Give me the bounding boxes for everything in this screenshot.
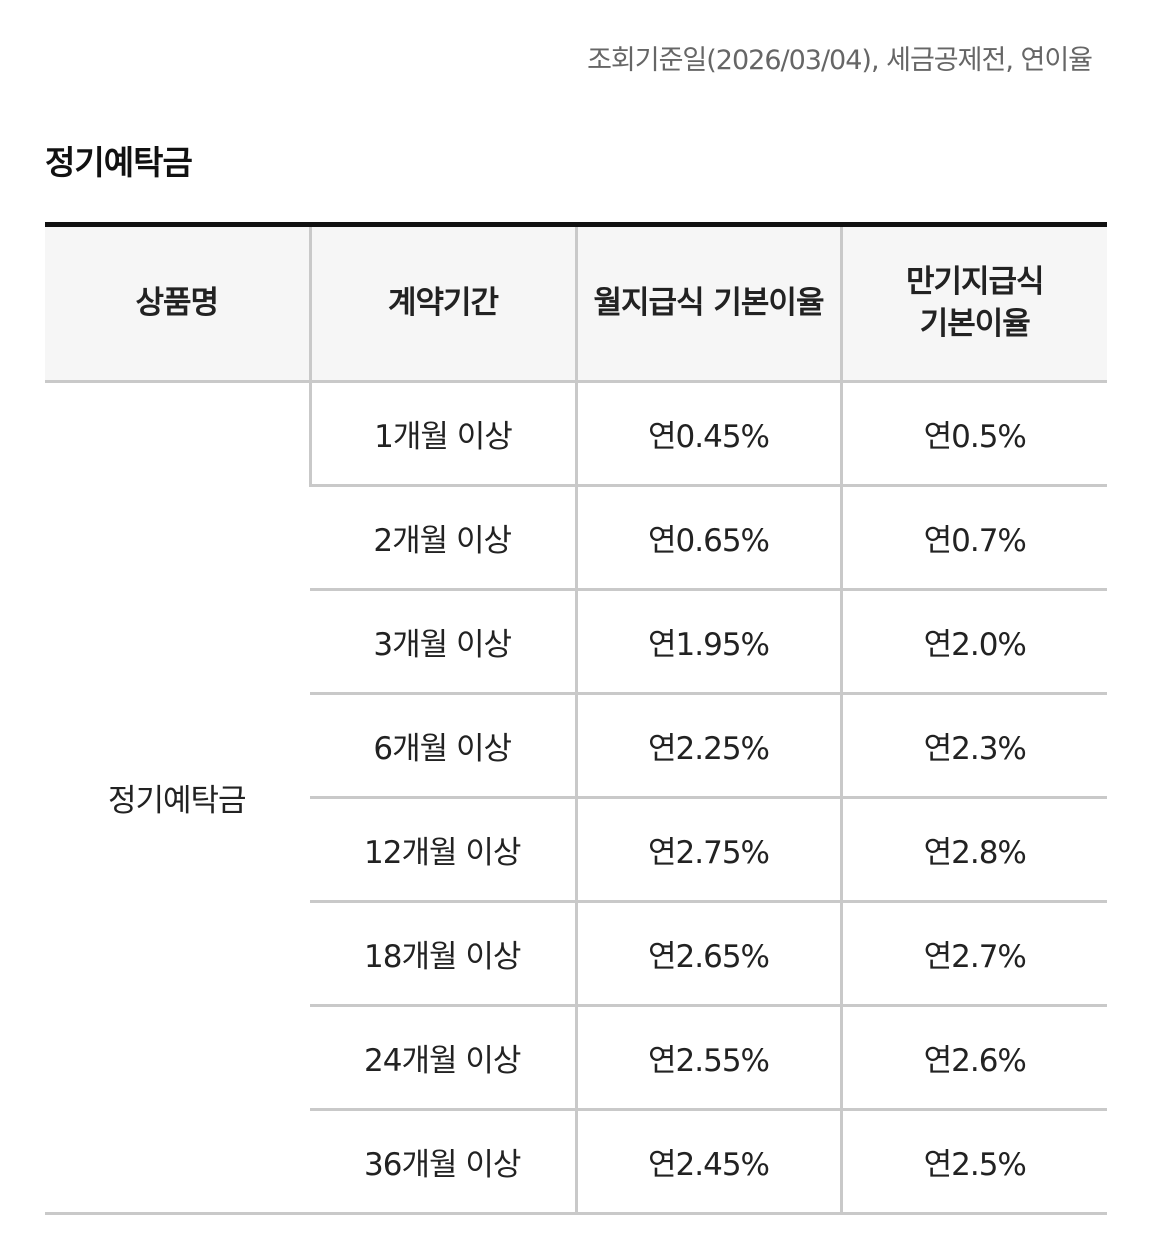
- maturity-rate-cell: 연0.5%: [839, 381, 1107, 487]
- maturity-rate-cell: 연2.5%: [839, 1109, 1107, 1215]
- section-title: 정기예탁금: [45, 143, 193, 182]
- monthly-rate-cell: 연2.75%: [574, 797, 841, 903]
- table-row: 2개월 이상 연0.65% 연0.7%: [45, 485, 1107, 591]
- monthly-rate-cell: 연1.95%: [574, 589, 841, 695]
- monthly-rate-cell: 연0.65%: [574, 485, 841, 591]
- table-header: 상품명 계약기간 월지급식 기본이율 만기지급식 기본이율: [45, 224, 1107, 383]
- maturity-rate-cell: 연2.6%: [839, 1005, 1107, 1111]
- column-header-monthly-rate: 월지급식 기본이율: [574, 224, 841, 383]
- table-row: 정기예탁금 1개월 이상 연0.45% 연0.5%: [45, 381, 1107, 1215]
- table-row: 18개월 이상 연2.65% 연2.7%: [45, 901, 1107, 1007]
- interest-rate-table: 상품명 계약기간 월지급식 기본이율 만기지급식 기본이율 정기예탁금 1개월 …: [45, 222, 1107, 1215]
- reference-date-note: 조회기준일(2026/03/04), 세금공제전, 연이율: [587, 45, 1093, 76]
- period-cell: 2개월 이상: [310, 485, 576, 591]
- table-row: 12개월 이상 연2.75% 연2.8%: [45, 797, 1107, 903]
- table-header-row: 상품명 계약기간 월지급식 기본이율 만기지급식 기본이율: [45, 224, 1107, 383]
- table-row: 24개월 이상 연2.55% 연2.6%: [45, 1005, 1107, 1111]
- maturity-rate-cell: 연0.7%: [839, 485, 1107, 591]
- maturity-rate-cell: 연2.8%: [839, 797, 1107, 903]
- column-header-maturity-rate: 만기지급식 기본이율: [839, 224, 1107, 383]
- column-header-period: 계약기간: [308, 224, 576, 383]
- period-cell: 24개월 이상: [310, 1005, 576, 1111]
- monthly-rate-cell: 연2.65%: [574, 901, 841, 1007]
- period-cell: 3개월 이상: [310, 589, 576, 695]
- table-row: 6개월 이상 연2.25% 연2.3%: [45, 693, 1107, 799]
- period-cell: 36개월 이상: [310, 1109, 576, 1215]
- period-cell: 12개월 이상: [310, 797, 576, 903]
- column-header-product: 상품명: [45, 224, 310, 383]
- period-cell: 18개월 이상: [310, 901, 576, 1007]
- table-row: 36개월 이상 연2.45% 연2.5%: [45, 1109, 1107, 1215]
- table-body: 정기예탁금 1개월 이상 연0.45% 연0.5% 2개월 이상 연0.65% …: [45, 381, 1107, 1215]
- maturity-rate-cell: 연2.0%: [839, 589, 1107, 695]
- period-cell: 6개월 이상: [310, 693, 576, 799]
- product-name-cell: 정기예탁금: [45, 381, 310, 1215]
- monthly-rate-cell: 연2.45%: [574, 1109, 841, 1215]
- maturity-rate-cell: 연2.7%: [839, 901, 1107, 1007]
- monthly-rate-cell: 연2.55%: [574, 1005, 841, 1111]
- maturity-rate-cell: 연2.3%: [839, 693, 1107, 799]
- table-row: 3개월 이상 연1.95% 연2.0%: [45, 589, 1107, 695]
- monthly-rate-cell: 연2.25%: [574, 693, 841, 799]
- monthly-rate-cell: 연0.45%: [574, 381, 841, 487]
- period-cell: 1개월 이상: [308, 381, 576, 487]
